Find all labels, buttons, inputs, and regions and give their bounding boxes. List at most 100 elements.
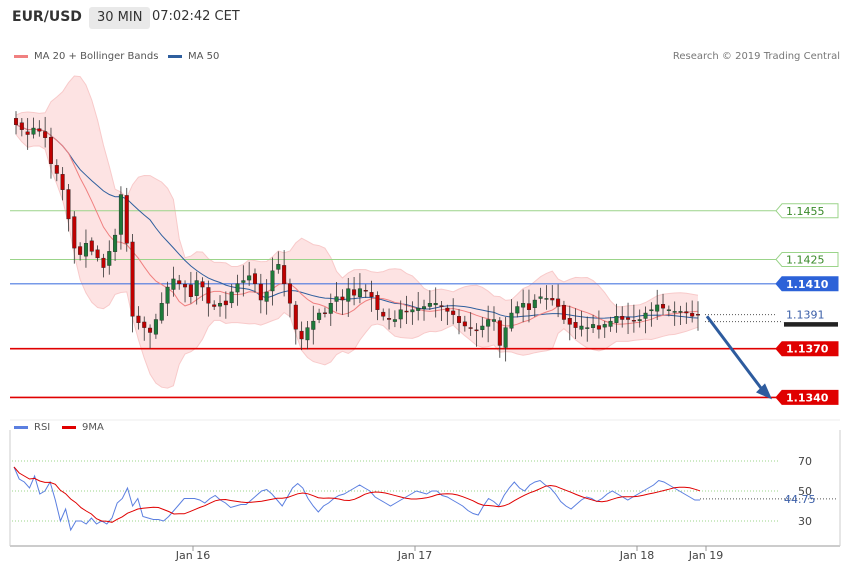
bollinger-upper-line — [15, 75, 699, 308]
candle — [480, 317, 485, 338]
candle — [317, 308, 322, 324]
candle — [684, 302, 689, 324]
candle-body — [620, 316, 625, 320]
candle — [311, 305, 316, 345]
candle-body — [509, 312, 514, 329]
candle-body — [416, 307, 421, 311]
candle — [19, 117, 24, 137]
candle-body — [503, 327, 508, 348]
candle — [357, 273, 362, 304]
candle-body — [43, 131, 48, 138]
candle — [171, 266, 176, 297]
candle-body — [48, 136, 53, 164]
candle-body — [229, 291, 234, 304]
candle-body — [404, 310, 409, 313]
candle — [328, 293, 333, 326]
rsi-tick-label: 70 — [798, 455, 812, 468]
candle-body — [462, 321, 467, 327]
x-tick-label: Jan 16 — [175, 549, 210, 562]
candle — [567, 305, 572, 341]
candle — [136, 306, 141, 330]
legend-ma20: MA 20 + Bollinger Bands — [14, 51, 158, 62]
candle — [561, 300, 566, 324]
candle-body — [177, 280, 182, 285]
candle — [503, 316, 508, 362]
candle-body — [270, 270, 275, 292]
legend-9ma-label: 9MA — [82, 422, 104, 433]
candle — [538, 287, 543, 304]
candle — [352, 277, 357, 306]
level-tag-label: 1.1340 — [786, 391, 829, 404]
candle — [200, 277, 205, 301]
candle-body — [515, 306, 520, 314]
candle-body — [171, 278, 176, 290]
candle-body — [649, 309, 654, 312]
candle-body — [334, 296, 339, 302]
candle-body — [439, 305, 444, 307]
candle-body — [497, 320, 502, 346]
candle-body — [433, 303, 438, 306]
candle — [340, 289, 345, 315]
candle — [602, 320, 607, 338]
x-tick-label: Jan 17 — [397, 549, 432, 562]
forecast-arrow-head — [756, 383, 772, 400]
research-credit: Research © 2019 Trading Central — [672, 51, 840, 62]
rsi-tick-label: 50 — [798, 485, 812, 498]
candle-body — [585, 327, 590, 329]
legend-ma50-label: MA 50 — [188, 51, 220, 62]
candle-body — [410, 309, 415, 313]
level-tag-box — [775, 341, 839, 357]
candle — [457, 309, 462, 335]
level-tag-label: 1.1425 — [786, 253, 825, 266]
candle — [31, 117, 36, 139]
candle-body — [113, 234, 118, 252]
candle — [194, 271, 199, 305]
symbol-label: EUR/USD — [12, 9, 82, 25]
x-tick-label: Jan 18 — [619, 549, 654, 562]
candle — [392, 310, 397, 328]
candle — [410, 301, 415, 325]
rsi-tick-label: 30 — [798, 515, 812, 528]
candle — [183, 280, 188, 303]
candle-body — [293, 304, 298, 330]
candle-body — [661, 304, 666, 309]
candle — [451, 298, 456, 325]
candle — [60, 167, 65, 201]
bollinger-band — [16, 76, 698, 389]
candle-body — [322, 312, 327, 314]
candle-body — [218, 303, 223, 307]
candle — [305, 320, 310, 350]
level-tag-box — [775, 389, 839, 405]
candle — [585, 316, 590, 342]
timeframe-button[interactable]: 30 MIN — [89, 7, 151, 29]
candle-body — [223, 300, 228, 306]
candle — [43, 116, 48, 148]
legend-ma20-swatch — [14, 54, 28, 58]
candle — [229, 284, 234, 308]
candle-body — [328, 303, 333, 314]
candle-body — [596, 325, 601, 330]
candle-body — [381, 311, 386, 317]
legend-ma50-swatch — [168, 54, 182, 58]
candle — [177, 274, 182, 290]
candle-body — [66, 189, 71, 220]
candle-body — [631, 320, 636, 322]
rsi-9ma-line — [13, 466, 701, 523]
candle — [264, 279, 269, 315]
candle-body — [276, 264, 281, 270]
candle-body — [690, 312, 695, 317]
candle-body — [451, 310, 456, 315]
candle — [282, 250, 287, 297]
legend-rsi-label: RSI — [34, 422, 51, 433]
candle-body — [655, 304, 660, 312]
candle-body — [684, 311, 689, 314]
level-tag-label: 1.1410 — [786, 278, 829, 291]
candle — [270, 257, 275, 306]
legend-ma20-label: MA 20 + Bollinger Bands — [34, 51, 159, 62]
ma50-line — [15, 124, 699, 319]
candle — [287, 278, 292, 318]
time-label: 07:02:42 CET — [152, 9, 240, 24]
candle-body — [89, 240, 94, 252]
candle-body — [521, 303, 526, 308]
